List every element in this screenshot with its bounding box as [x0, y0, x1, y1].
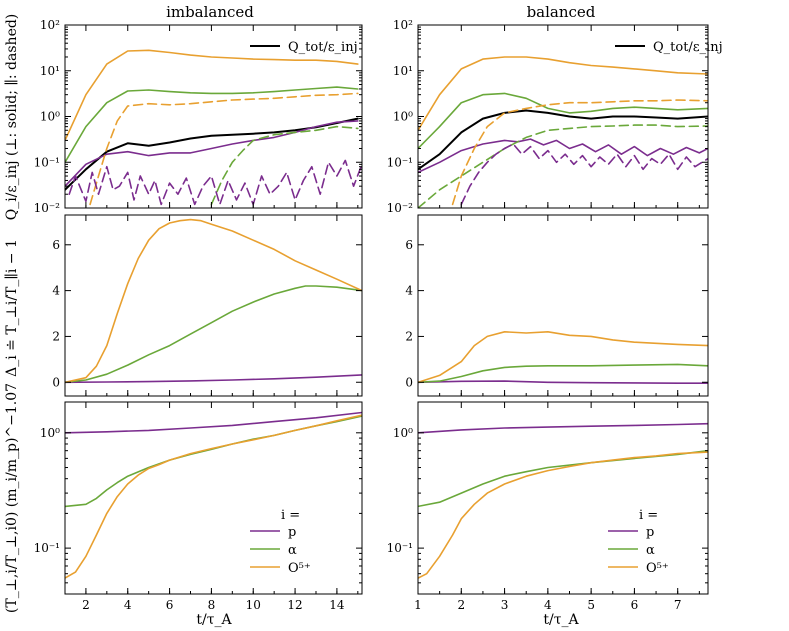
y-tick-label: 10⁻¹ [34, 155, 60, 169]
series-group [65, 411, 362, 579]
panel-imbalanced-heating-rate: 10⁻² 10⁻¹ 10⁰ 10¹ 10² [34, 18, 363, 215]
y-tick-label: 10¹ [393, 64, 413, 78]
legend-species-left: i = p α O⁵⁺ [250, 508, 311, 576]
x-tick-label: 7 [674, 598, 682, 612]
series-O-perp [418, 56, 708, 132]
axes-frame [64, 401, 363, 595]
series-p [418, 380, 708, 385]
y-tick-label: 10⁰ [393, 426, 413, 440]
y-tick-label: 6 [405, 238, 413, 252]
panel-imbalanced-temperature: 2 4 6 8 10 12 14 10⁻¹ 10⁰ [34, 401, 363, 612]
legend-qtot-text-right: Q_tot/ε_inj [653, 40, 723, 55]
series-O-par [451, 99, 708, 206]
x-tick-label: 6 [631, 598, 639, 612]
series-alpha [65, 415, 362, 508]
series-group [418, 56, 708, 208]
ylabel-temperature: (T_⊥,i/T_⊥,i0) (m_i/m_p)^−1.07 [4, 383, 20, 613]
legend-o-text-left: O⁵⁺ [288, 561, 311, 576]
xlabel-right: t/τ_A [543, 612, 579, 628]
series-alpha [418, 449, 708, 508]
series-O-perp [65, 49, 359, 142]
title-imbalanced: imbalanced [166, 3, 254, 21]
x-tick-label: 2 [457, 598, 465, 612]
series-p-perp [65, 120, 359, 187]
series-p-par [460, 143, 708, 206]
legend-header-left: i = [281, 508, 300, 523]
panel-imbalanced-anisotropy: 0 2 4 6 [52, 214, 363, 397]
y-tick-label: 6 [52, 238, 60, 252]
legend-p-text-right: p [646, 525, 654, 540]
y-tick-label: 10⁻² [387, 201, 414, 215]
series-O [65, 218, 362, 384]
series-group [65, 218, 362, 384]
series-Q_tot [418, 109, 708, 171]
series-group [418, 422, 708, 579]
legend-header-right: i = [639, 508, 658, 523]
y-tick-label: 10⁻¹ [34, 541, 60, 555]
panel-balanced-heating-rate: 10⁻² 10⁻¹ 10⁰ 10¹ 10² [387, 18, 709, 215]
x-tick-label: 1 [414, 598, 422, 612]
x-tick-label: 4 [544, 598, 552, 612]
legend-p-text-left: p [288, 525, 296, 540]
series-alpha-par [210, 125, 359, 206]
y-tick-label: 10² [393, 18, 413, 32]
series-group [65, 49, 362, 206]
series-O [418, 451, 708, 579]
series-p [418, 422, 708, 434]
legend-species-right: i = p α O⁵⁺ [608, 508, 669, 576]
series-O-par [89, 92, 359, 206]
x-tick-label: 8 [208, 598, 216, 612]
axes-frame [417, 214, 709, 397]
legend-qtot-right: Q_tot/ε_inj [615, 40, 723, 55]
y-tick-label: 10⁻² [34, 201, 61, 215]
y-tick-label: 2 [405, 329, 413, 343]
series-O [418, 330, 708, 384]
y-tick-label: 4 [405, 284, 413, 298]
legend-o-text-right: O⁵⁺ [646, 561, 669, 576]
title-balanced: balanced [527, 3, 596, 21]
y-tick-label: 0 [405, 375, 413, 389]
y-tick-label: 10⁰ [40, 426, 60, 440]
x-tick-label: 10 [246, 598, 261, 612]
y-tick-label: 2 [52, 329, 60, 343]
x-tick-label: 2 [82, 598, 90, 612]
ylabel-heating: Q_i/ε_inj (⊥: solid; ∥: dashed) [4, 14, 20, 221]
series-alpha [65, 285, 362, 384]
legend-alpha-text-right: α [646, 543, 655, 558]
series-alpha [418, 363, 708, 384]
y-tick-label: 10⁰ [40, 110, 60, 124]
series-p [65, 374, 362, 384]
y-tick-label: 10⁰ [393, 110, 413, 124]
y-tick-label: 10¹ [40, 64, 60, 78]
xlabel-left: t/τ_A [196, 612, 232, 628]
x-tick-label: 12 [287, 598, 302, 612]
y-tick-label: 10² [40, 18, 60, 32]
x-tick-label: 14 [329, 598, 345, 612]
y-tick-label: 10⁻¹ [387, 155, 413, 169]
x-tick-label: 6 [166, 598, 174, 612]
panel-balanced-anisotropy: 0 2 4 6 [405, 214, 709, 397]
axes-frame [64, 214, 363, 397]
series-alpha-perp [65, 86, 359, 164]
y-tick-label: 4 [52, 284, 60, 298]
legend-qtot-text-left: Q_tot/ε_inj [288, 40, 358, 55]
panel-balanced-temperature: 1 2 3 4 5 6 7 10⁻¹ 10⁰ [387, 401, 709, 612]
series-alpha-par [418, 124, 708, 208]
x-tick-label: 3 [501, 598, 509, 612]
y-tick-label: 0 [52, 375, 60, 389]
series-alpha-perp [418, 92, 708, 150]
x-tick-label: 5 [587, 598, 595, 612]
series-p-par [68, 159, 362, 206]
series-p-perp [418, 138, 708, 174]
x-tick-label: 4 [124, 598, 132, 612]
ylabel-anisotropy: Δ_i ≐ T_⊥i/T_∥i − 1 [4, 239, 20, 377]
y-tick-label: 10⁻¹ [387, 541, 413, 555]
series-group [418, 330, 708, 385]
series-p [65, 411, 362, 434]
legend-alpha-text-left: α [288, 543, 297, 558]
series-O [65, 414, 362, 579]
legend-qtot-left: Q_tot/ε_inj [250, 40, 358, 55]
axes-frame [417, 401, 709, 595]
